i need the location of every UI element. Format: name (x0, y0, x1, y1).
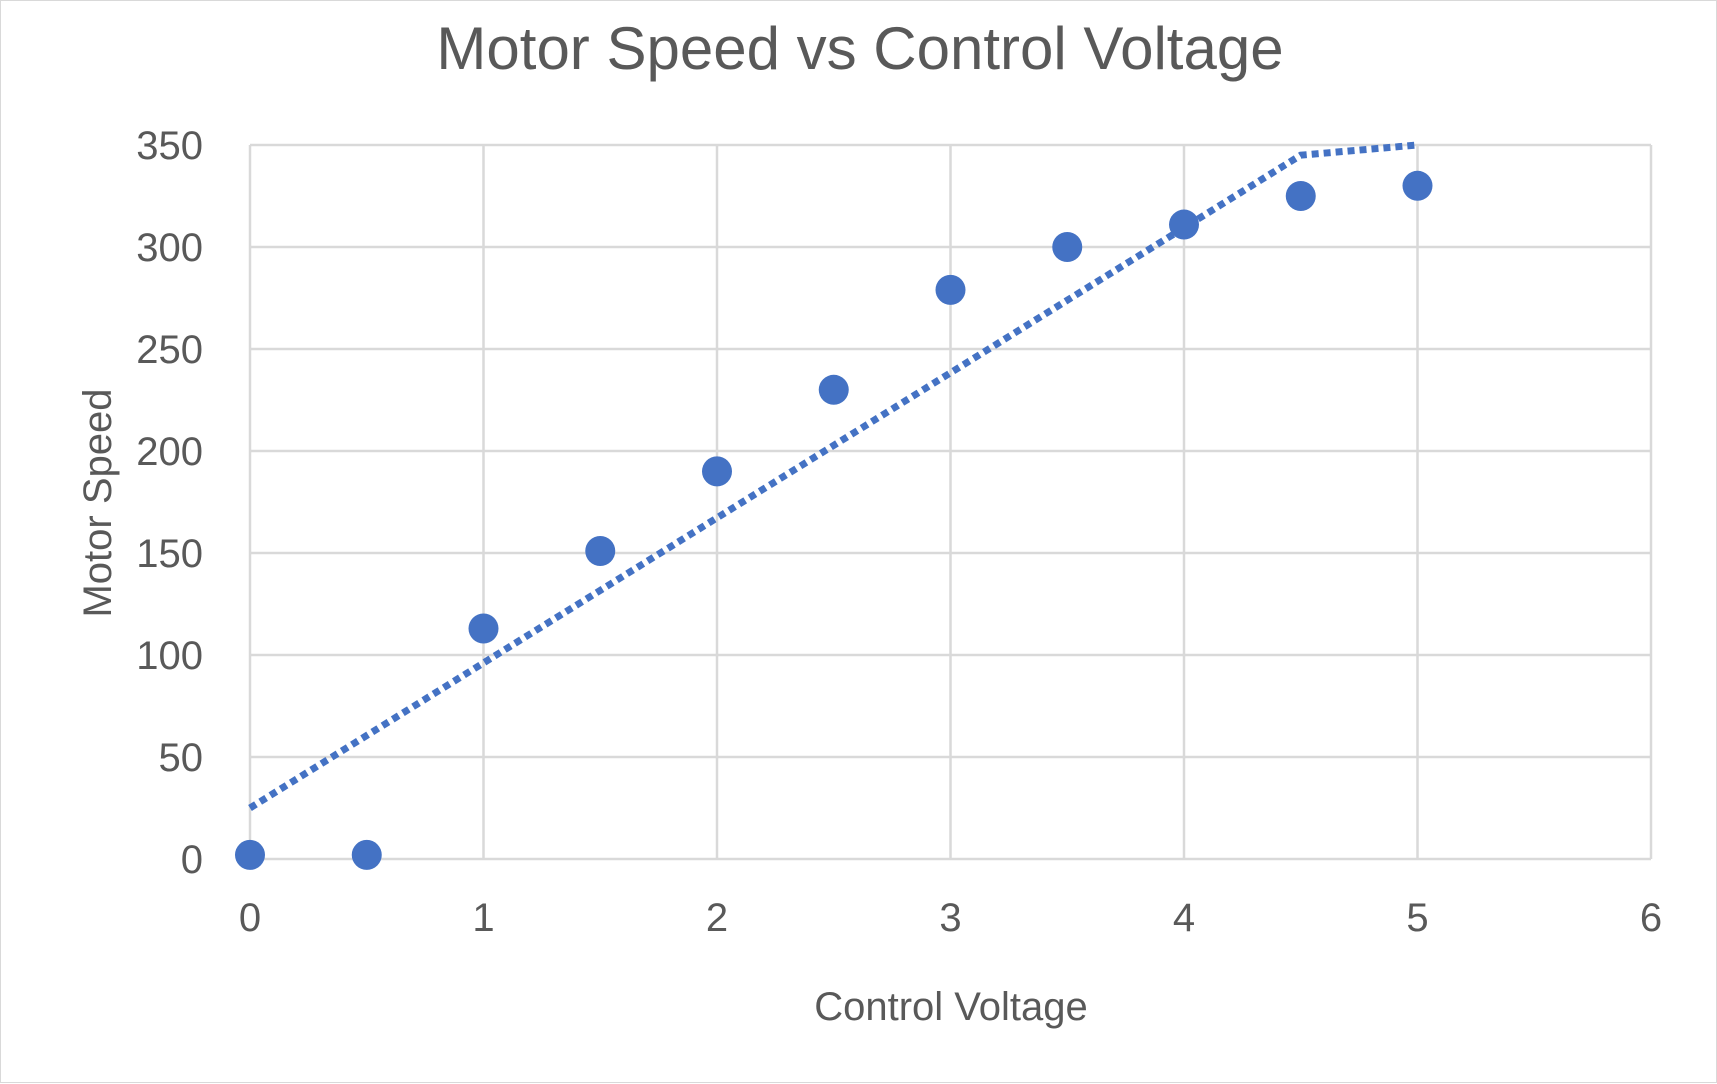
x-tick-label: 1 (472, 896, 494, 940)
trend-line (248, 141, 1418, 811)
data-point (935, 274, 966, 305)
chart-title: Motor Speed vs Control Voltage (436, 15, 1283, 82)
data-point (1402, 170, 1433, 201)
data-point (1169, 209, 1199, 240)
x-tick-label: 3 (939, 896, 961, 940)
gridlines (248, 143, 1653, 861)
x-tick-label: 0 (239, 896, 261, 940)
data-point (1285, 181, 1316, 211)
data-point (1052, 232, 1083, 262)
series (235, 141, 1433, 870)
y-axis-label: Motor Speed (76, 388, 120, 617)
x-tick-labels: 0 1 2 3 4 5 6 (239, 896, 1662, 940)
data-point (818, 374, 849, 405)
y-tick-labels: 0 50 100 150 200 250 300 350 (136, 124, 203, 882)
x-axis-label: Control Voltage (814, 985, 1088, 1029)
data-point (235, 839, 265, 870)
data-point (351, 839, 382, 870)
y-tick-label: 250 (136, 328, 203, 372)
data-point (585, 535, 616, 566)
x-tick-label: 5 (1406, 896, 1428, 940)
data-point (468, 613, 499, 644)
y-tick-label: 350 (136, 124, 203, 168)
data-point (702, 456, 732, 487)
y-tick-label: 50 (159, 736, 204, 780)
y-tick-label: 300 (136, 226, 203, 270)
y-tick-label: 200 (136, 430, 203, 474)
x-tick-label: 4 (1173, 896, 1195, 940)
x-tick-label: 6 (1640, 896, 1662, 940)
x-tick-label: 2 (706, 896, 728, 940)
y-tick-label: 0 (181, 838, 203, 882)
y-tick-label: 150 (136, 532, 203, 576)
y-tick-label: 100 (136, 634, 203, 678)
